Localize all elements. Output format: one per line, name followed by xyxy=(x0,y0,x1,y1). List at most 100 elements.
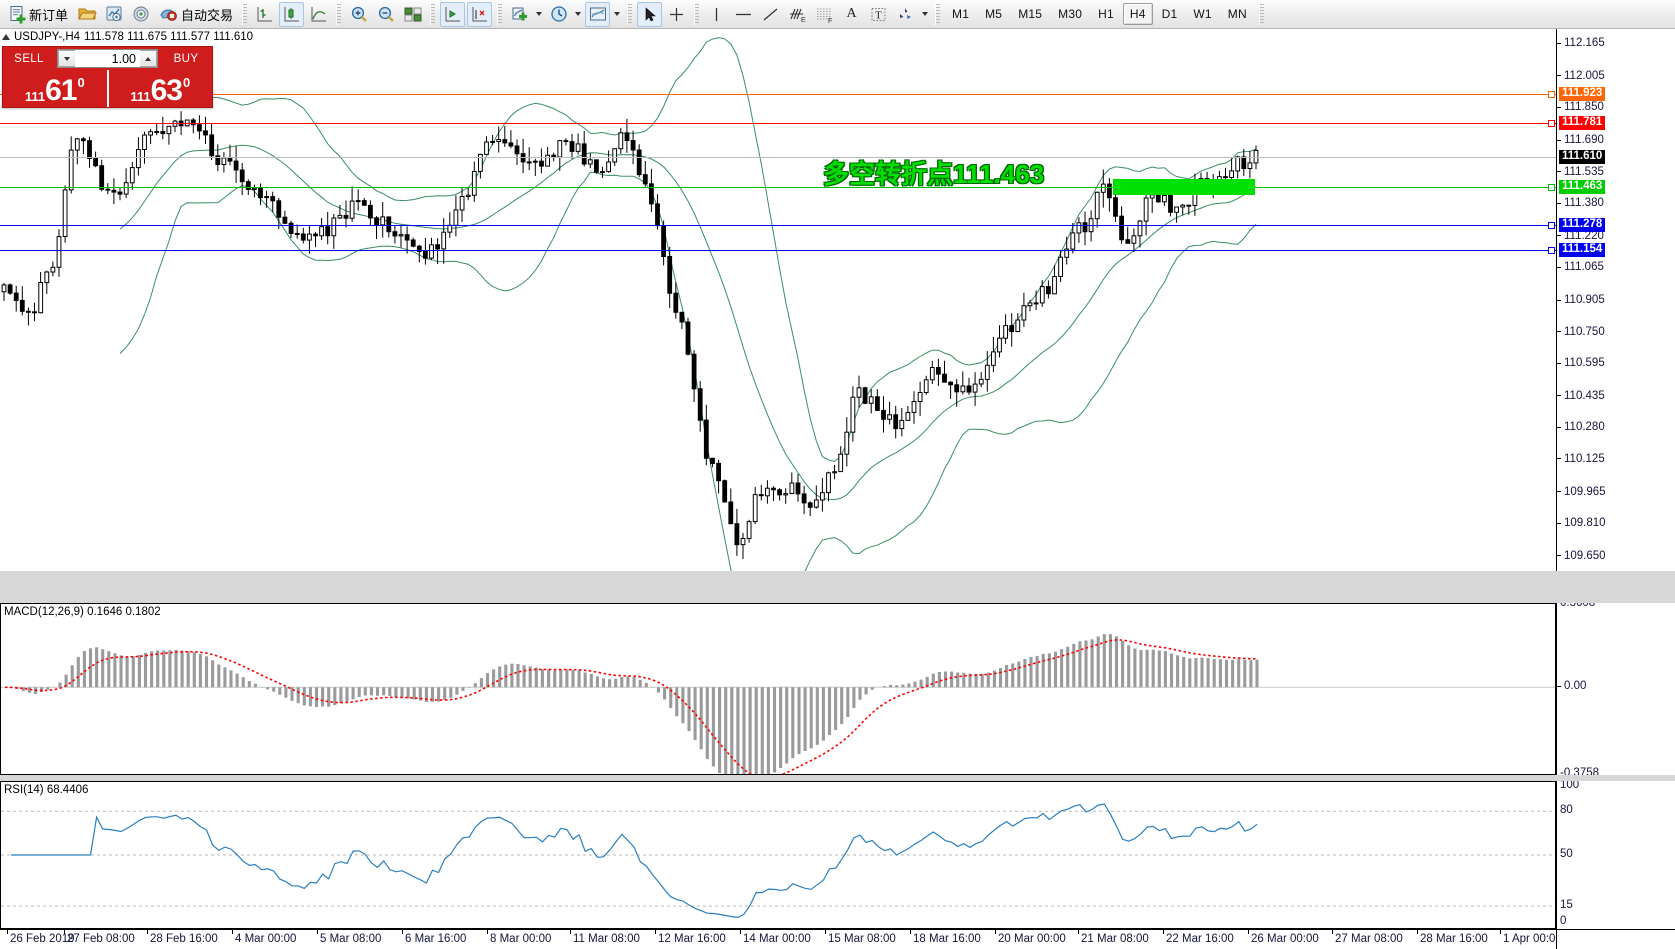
buy-price[interactable]: 111 63 0 xyxy=(106,70,213,107)
price-scale[interactable]: 112.165 112.005 111.850 111.690 111.535 111.3… xyxy=(1556,29,1675,572)
price-pane[interactable] xyxy=(0,29,1675,571)
timeframe-m1[interactable]: M1 xyxy=(952,7,970,21)
rsi-plot[interactable] xyxy=(1,782,1557,928)
pivot-zone-rectangle[interactable] xyxy=(1113,179,1255,196)
terminal-icon xyxy=(106,6,122,22)
pane-separator[interactable] xyxy=(0,571,1675,603)
zoom-out-button[interactable] xyxy=(373,2,398,27)
period-dropdown-caret[interactable] xyxy=(575,12,582,16)
trendline-icon xyxy=(763,8,778,20)
chart-area[interactable]: USDJPY-,H4 111.578 111.675 111.577 111.6… xyxy=(0,29,1675,949)
price-badge-resistance-red[interactable]: 111.781 xyxy=(1559,115,1606,130)
price-line-resistance-red[interactable] xyxy=(0,122,1556,124)
price-line-support-blue-1[interactable] xyxy=(0,225,1556,227)
time-tick-mark xyxy=(995,930,996,934)
price-line-handle[interactable] xyxy=(1548,222,1555,230)
cursor-button[interactable] xyxy=(637,1,663,27)
chart-shift-button[interactable] xyxy=(440,1,466,27)
sell-button[interactable]: SELL xyxy=(14,52,44,65)
timeframe-m30[interactable]: M30 xyxy=(1058,7,1083,21)
price-tick: 110.905 xyxy=(1557,294,1605,306)
candlestick-chart-icon xyxy=(284,6,300,21)
indicators-dropdown-caret[interactable] xyxy=(536,12,543,16)
price-line-pivot-green[interactable] xyxy=(0,187,1556,189)
timeframe-h4[interactable]: H4 xyxy=(1122,3,1153,25)
timeframe-group: M1 M5 M15 M30 H1 H4 D1 W1 MN xyxy=(944,3,1255,25)
chart-annotation-text[interactable]: 多空转折点111.463 xyxy=(823,159,1045,190)
vertical-line-button[interactable] xyxy=(704,2,729,27)
crosshair-button[interactable] xyxy=(664,2,689,27)
candlestick-chart-button[interactable] xyxy=(279,1,305,27)
bar-chart-button[interactable] xyxy=(252,2,277,27)
svg-text:F: F xyxy=(828,18,832,24)
pane-separator[interactable] xyxy=(0,775,1675,781)
rsi-pane[interactable]: RSI(14) 68.4406 xyxy=(0,781,1556,929)
period-icon xyxy=(550,5,567,22)
metaquotes-id-button[interactable] xyxy=(128,2,153,27)
volume-decrease-button[interactable] xyxy=(58,50,75,67)
time-axis[interactable]: 26 Feb 2019 27 Feb 08:00 28 Feb 16:00 4 Mar… xyxy=(0,929,1675,949)
volume-increase-button[interactable] xyxy=(140,50,157,67)
timeframe-m5[interactable]: M5 xyxy=(985,7,1003,21)
sell-price[interactable]: 111 61 0 xyxy=(3,70,107,107)
time-tick-mark xyxy=(1500,930,1501,934)
collapse-triangle-icon[interactable] xyxy=(2,34,10,40)
indicators-button[interactable] xyxy=(507,2,532,27)
auto-scroll-button[interactable] xyxy=(467,1,493,27)
buy-price-main: 63 xyxy=(150,74,183,107)
timeframe-mn[interactable]: MN xyxy=(1227,7,1247,21)
rsi-tick: 100 xyxy=(1560,779,1580,791)
timeframe-d1[interactable]: D1 xyxy=(1161,7,1178,21)
fibonacci-button[interactable]: F xyxy=(812,2,837,27)
macd-pane[interactable]: MACD(12,26,9) 0.1646 0.1802 xyxy=(0,603,1556,775)
time-tick-label: 21 Mar 08:00 xyxy=(1081,933,1149,945)
price-line-support-blue-2[interactable] xyxy=(0,250,1556,252)
shapes-button[interactable] xyxy=(893,2,918,27)
price-badge-pivot-green[interactable]: 111.463 xyxy=(1559,180,1606,195)
period-button[interactable] xyxy=(546,2,571,27)
price-line-handle[interactable] xyxy=(1548,119,1555,127)
shapes-dropdown-caret[interactable] xyxy=(922,12,929,16)
elliott-wave-button[interactable]: E xyxy=(785,2,810,27)
templates-button[interactable] xyxy=(585,1,611,27)
time-tick-label: 27 Feb 08:00 xyxy=(67,933,135,945)
volume-stepper[interactable]: 1.00 xyxy=(57,49,158,68)
volume-value[interactable]: 1.00 xyxy=(111,51,136,66)
price-line-resistance-orange[interactable] xyxy=(0,93,1556,95)
new-order-button[interactable]: 新订单 xyxy=(4,2,72,27)
chart-ohlc-label: 111.578 111.675 111.577 111.610 xyxy=(84,31,254,43)
price-badge-resistance-orange[interactable]: 111.923 xyxy=(1559,86,1606,101)
timeframe-w1[interactable]: W1 xyxy=(1193,7,1212,21)
price-line-handle[interactable] xyxy=(1548,184,1555,192)
chevron-up-icon xyxy=(145,56,151,61)
horizontal-line-icon xyxy=(736,13,752,15)
terminal-button[interactable] xyxy=(101,2,126,27)
text-label-button[interactable]: T xyxy=(866,2,891,27)
horizontal-line-button[interactable] xyxy=(731,2,756,27)
price-line-handle[interactable] xyxy=(1548,90,1555,98)
price-plot[interactable] xyxy=(0,29,1556,571)
buy-button[interactable]: BUY xyxy=(173,52,199,65)
toolbar-separator xyxy=(1258,3,1264,25)
price-tick: 110.280 xyxy=(1557,421,1605,433)
price-badge-support-blue-1[interactable]: 111.278 xyxy=(1559,218,1606,233)
price-line-handle[interactable] xyxy=(1548,247,1555,255)
folder-button[interactable] xyxy=(74,2,99,27)
price-tick: 111.220 xyxy=(1557,230,1604,242)
timeframe-m15[interactable]: M15 xyxy=(1018,7,1043,21)
templates-dropdown-caret[interactable] xyxy=(614,12,621,16)
one-click-trading-panel[interactable]: SELL 1.00 BUY 111 61 0 xyxy=(2,46,213,108)
text-button[interactable]: A xyxy=(839,2,864,27)
tile-windows-button[interactable] xyxy=(400,2,425,27)
rsi-tick: 0 xyxy=(1560,915,1567,927)
macd-plot[interactable] xyxy=(1,604,1557,774)
price-tick: 109.650 xyxy=(1557,550,1606,562)
timeframe-h1[interactable]: H1 xyxy=(1098,7,1114,21)
autotrading-button[interactable]: 自动交易 xyxy=(155,2,237,27)
trendline-button[interactable] xyxy=(758,2,783,27)
price-badge-support-blue-2[interactable]: 111.154 xyxy=(1559,243,1606,258)
price-line-last-price[interactable] xyxy=(0,157,1556,159)
line-chart-button[interactable] xyxy=(306,2,331,27)
zoom-in-button[interactable] xyxy=(346,2,371,27)
price-badge-last-price[interactable]: 111.610 xyxy=(1559,150,1606,165)
